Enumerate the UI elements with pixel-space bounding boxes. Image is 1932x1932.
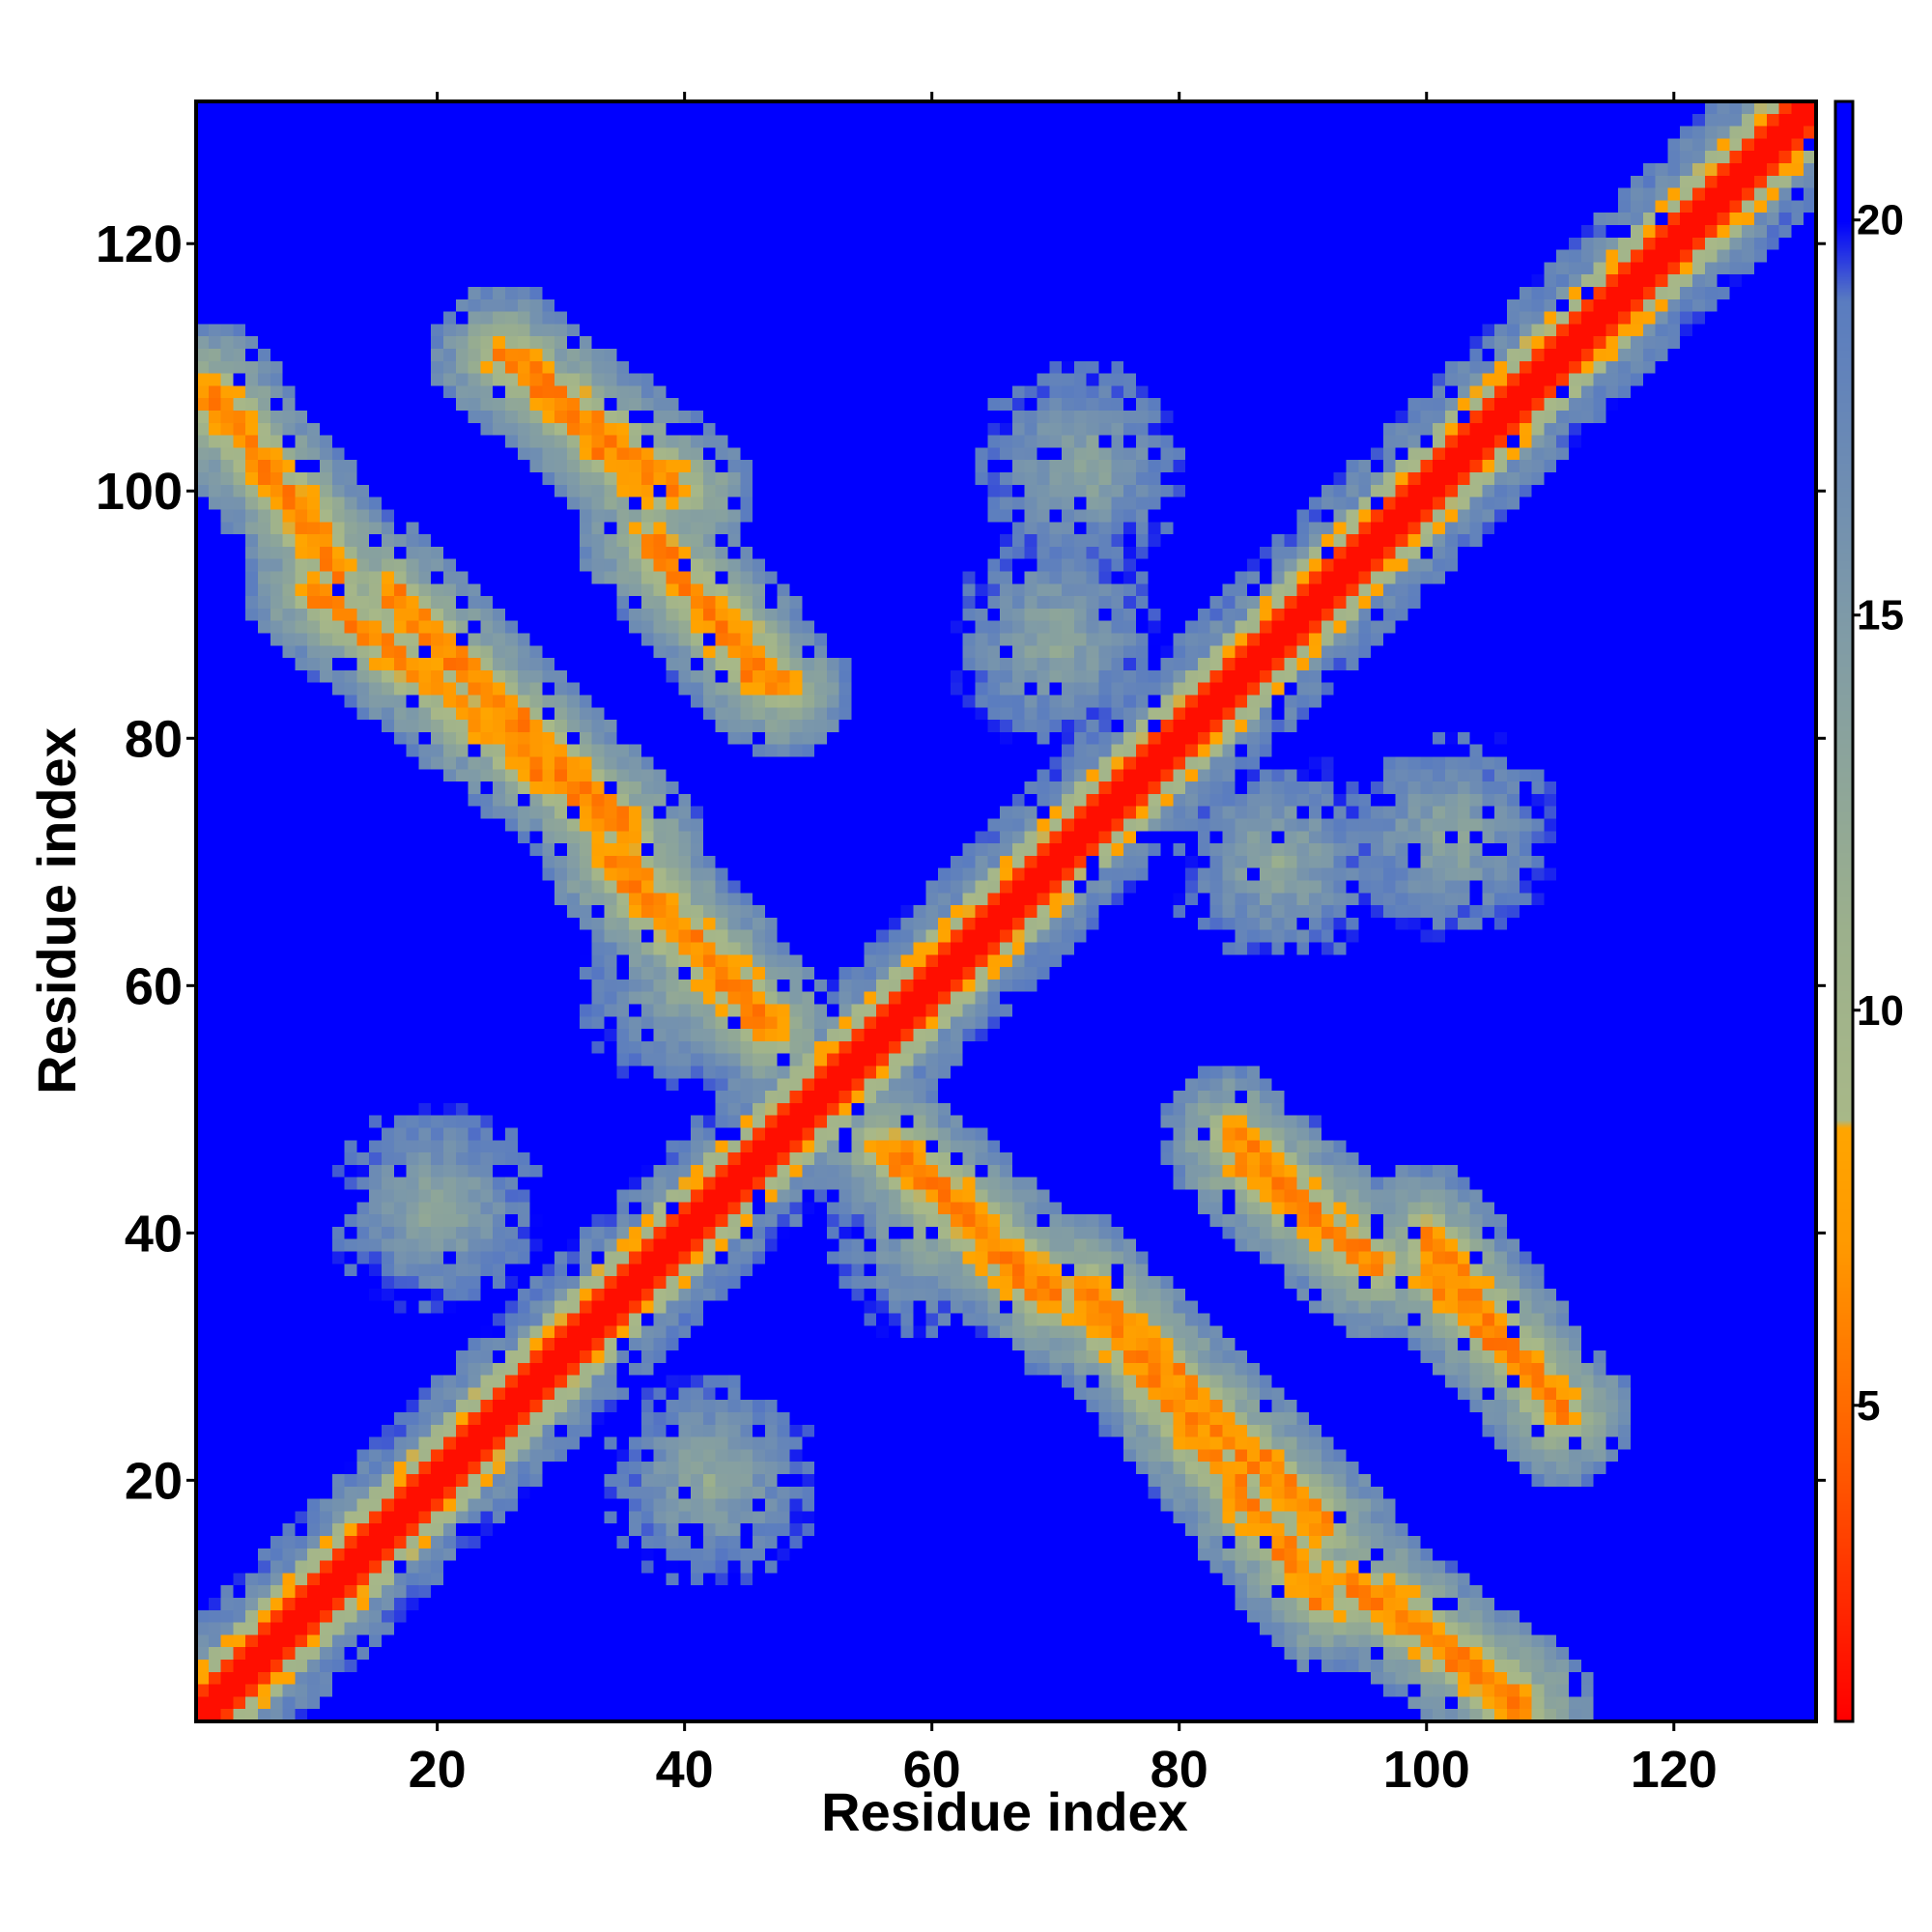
colorbar-ticks: 5 10 15 20 [1853,197,1904,1430]
x-axis-ticks: 20 40 60 80 100 120 [409,92,1718,1799]
x-tick-label: 20 [409,1741,467,1799]
x-tick-label: 100 [1383,1741,1470,1799]
x-tick-label: 120 [1631,1741,1718,1799]
y-tick-label: 120 [96,215,183,273]
heatmap-plot-area [196,101,1816,1721]
plot-border [194,99,1818,1723]
y-tick-label: 80 [125,710,183,768]
colorbar-tick-label: 20 [1857,197,1904,244]
y-tick-label: 40 [125,1205,183,1263]
y-tick-label: 100 [96,463,183,521]
colorbar-tick-label: 15 [1857,592,1904,639]
x-tick-label: 60 [903,1741,961,1799]
colorbar-tick-label: 10 [1857,987,1904,1035]
y-tick-label: 60 [125,957,183,1015]
colorbar-tick-label: 5 [1857,1382,1880,1430]
y-axis-title: Residue index [26,727,87,1094]
colorbar [1835,101,1853,1721]
x-tick-label: 40 [656,1741,714,1799]
y-axis-ticks: 20 40 60 80 100 120 [96,215,1826,1510]
plot-frame [194,99,1855,1723]
x-axis-title: Residue index [821,1781,1188,1842]
x-tick-label: 80 [1151,1741,1208,1799]
y-tick-label: 20 [125,1452,183,1510]
colorbar-border [1833,99,1855,1723]
